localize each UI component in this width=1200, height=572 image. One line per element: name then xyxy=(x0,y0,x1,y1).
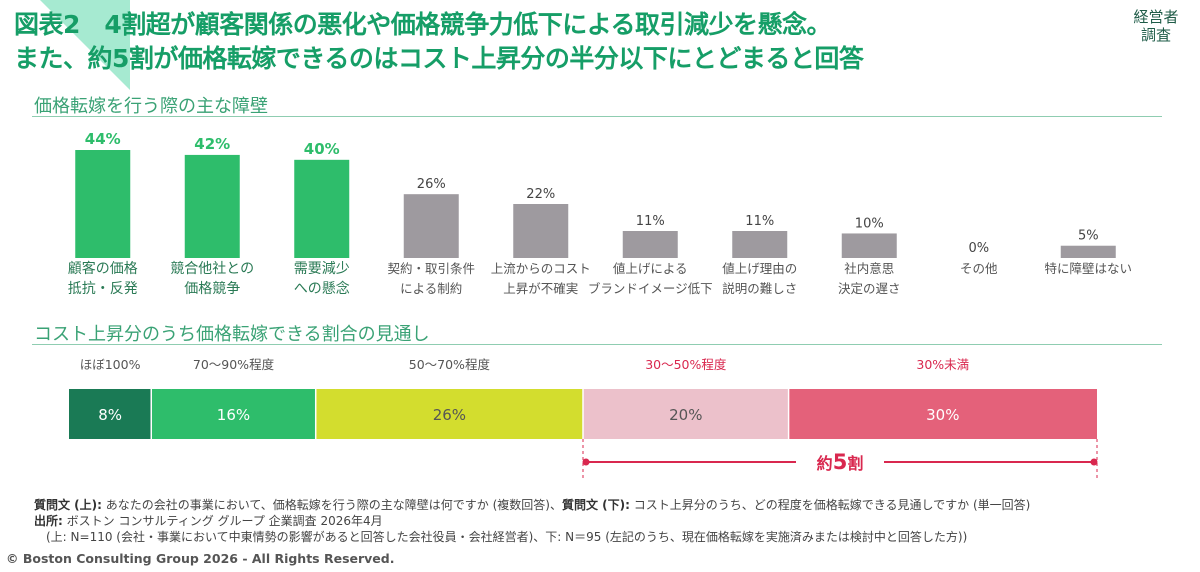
sample-line: (上: N=110 (会社・事業において中東情勢の影響があると回答した会社役員・… xyxy=(34,530,968,544)
stack-segment-4 xyxy=(788,389,1097,439)
bar-4 xyxy=(513,204,569,258)
bar-category-label-0-1: 抵抗・反発 xyxy=(68,281,138,297)
question-line: 質問文 (上): あなたの会社の事業において、価格転嫁を行う際の主な障壁は何です… xyxy=(34,497,1184,513)
stack-value-label-1: 16% xyxy=(217,406,250,424)
bracket-label: 約5割 xyxy=(817,450,864,474)
bracket-label-suffix: 割 xyxy=(847,454,863,473)
q-lower-text: コスト上昇分のうち、どの程度を価格転嫁できる見通しですか (単一回答) xyxy=(629,498,1031,512)
q-upper-text: あなたの会社の事業において、価格転嫁を行う際の主な障壁は何ですか (複数回答)、 xyxy=(101,498,562,512)
stack-category-label-1: 70～90%程度 xyxy=(193,357,275,372)
bar-value-label-6: 11% xyxy=(745,214,774,229)
bar-category-label-3-1: による制約 xyxy=(400,281,462,296)
survey-badge-line2: 調査 xyxy=(1140,26,1171,44)
bracket-label-prefix: 約 xyxy=(817,454,833,473)
bar-category-label-1-0: 競合他社との xyxy=(170,261,254,277)
bar-category-label-9-0: 特に障壁はない xyxy=(1044,261,1132,276)
source-text: ボストン コンサルティング グループ 企業調査 2026年4月 xyxy=(62,514,383,528)
bar-category-label-2-1: への懸念 xyxy=(294,280,350,297)
q-upper-label: 質問文 (上): xyxy=(34,498,102,512)
bar-7 xyxy=(841,233,897,258)
stack-category-label-2: 50～70%程度 xyxy=(409,357,491,372)
bar-category-label-6-0: 値上げ理由の xyxy=(722,261,797,276)
stack-category-label-0: ほぼ100% xyxy=(80,357,141,372)
pass-through-stacked-bar: 8% ほぼ100% 16% 70～90%程度 26% 50～70%程度 20% 30～50%程… xyxy=(69,357,1098,478)
stack-value-label-4: 30% xyxy=(926,406,959,424)
divider-bottom xyxy=(32,344,1162,345)
bar-3 xyxy=(403,194,459,258)
survey-badge-line1: 経営者 xyxy=(1133,8,1179,26)
stack-category-label-3: 30～50%程度 xyxy=(645,357,727,372)
bar-2 xyxy=(294,159,350,258)
bar-value-label-3: 26% xyxy=(417,177,446,192)
bar-value-label-8: 0% xyxy=(968,241,989,256)
survey-badge: 経営者 調査 xyxy=(1126,8,1186,44)
stack-value-label-2: 26% xyxy=(433,406,466,424)
stack-segment-1 xyxy=(151,389,316,439)
stack-category-label-4: 30%未満 xyxy=(916,357,969,372)
bar-category-label-2-0: 需要減少 xyxy=(294,260,350,277)
bar-category-label-6-1: 説明の難しさ xyxy=(722,281,797,296)
page-title-line2: また、約5割が価格転嫁できるのはコスト上昇分の半分以下にとどまると回答 xyxy=(14,44,864,73)
stack-value-label-3: 20% xyxy=(669,406,702,424)
bar-value-label-5: 11% xyxy=(636,214,665,229)
footnotes: 質問文 (上): あなたの会社の事業において、価格転嫁を行う際の主な障壁は何です… xyxy=(34,497,1184,545)
bar-category-label-4-1: 上昇が不確実 xyxy=(503,281,578,296)
corner-triangle xyxy=(40,0,130,90)
stack-segment-3 xyxy=(583,389,789,439)
bar-5 xyxy=(622,231,678,258)
bar-value-label-9: 5% xyxy=(1078,229,1099,244)
bar-category-label-3-0: 契約・取引条件 xyxy=(387,261,475,276)
bar-9 xyxy=(1060,245,1116,258)
q-lower-label: 質問文 (下): xyxy=(562,498,630,512)
bar-category-label-7-1: 決定の遅さ xyxy=(838,281,901,296)
bracket-dot-right xyxy=(1090,458,1098,466)
page-title: 図表2 4割超が顧客関係の悪化や価格競争力低下による取引減少を懸念。 また、約5… xyxy=(14,8,1054,76)
about-half-bracket: 約5割 xyxy=(582,439,1098,478)
source-line: 出所: ボストン コンサルティング グループ 企業調査 2026年4月 xyxy=(34,513,1184,529)
bar-category-label-0-0: 顧客の価格 xyxy=(68,260,138,277)
stack-chart-title: コスト上昇分のうち価格転嫁できる割合の見通し xyxy=(34,324,430,345)
divider-top xyxy=(32,116,1162,117)
bar-chart-title: 価格転嫁を行う際の主な障壁 xyxy=(34,96,268,117)
bar-category-label-5-0: 値上げによる xyxy=(613,261,688,276)
page-title-line1: 図表2 4割超が顧客関係の悪化や価格競争力低下による取引減少を懸念。 xyxy=(14,10,832,39)
bar-value-label-0: 44% xyxy=(85,130,121,148)
bar-1 xyxy=(184,154,240,258)
bar-category-label-1-1: 価格競争 xyxy=(184,281,240,297)
copyright: © Boston Consulting Group 2026 - All Rig… xyxy=(6,551,395,566)
bar-category-label-4-0: 上流からのコスト xyxy=(491,261,591,276)
bar-value-label-1: 42% xyxy=(194,135,230,153)
bar-value-label-4: 22% xyxy=(526,187,555,202)
stack-segment-2 xyxy=(315,389,583,439)
stack-segment-0 xyxy=(69,389,152,439)
bar-6 xyxy=(732,231,788,258)
bracket-dot-left xyxy=(582,458,590,466)
bar-category-label-8-0: その他 xyxy=(960,261,998,276)
bar-value-label-7: 10% xyxy=(855,216,884,231)
bar-value-label-2: 40% xyxy=(304,140,340,158)
bar-category-label-7-0: 社内意思 xyxy=(844,261,894,276)
stack-value-label-0: 8% xyxy=(98,406,122,424)
bracket-label-number: 5 xyxy=(833,450,848,474)
bar-category-label-5-1: ブランドイメージ低下 xyxy=(588,281,713,296)
bar-0 xyxy=(75,150,131,258)
source-label: 出所: xyxy=(34,514,63,528)
